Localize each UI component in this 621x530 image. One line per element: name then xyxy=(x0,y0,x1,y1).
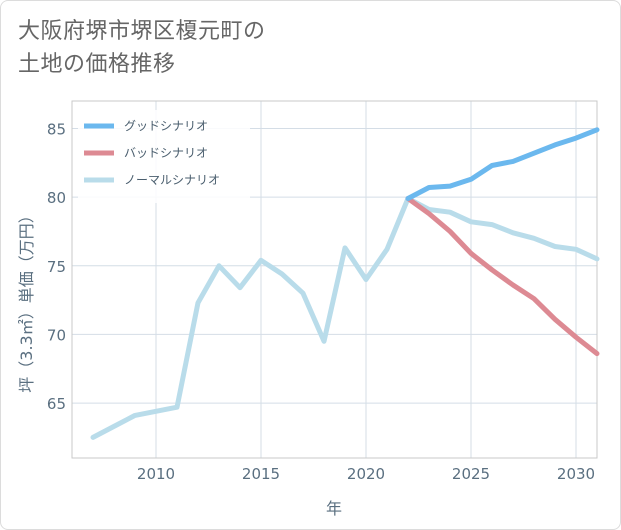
legend-label: バッドシナリオ xyxy=(124,146,208,160)
chart-title: 大阪府堺市堺区榎元町の 土地の価格推移 xyxy=(18,15,266,81)
series-lines xyxy=(90,127,600,440)
x-tick-label: 2015 xyxy=(242,465,280,483)
x-tick-label: 2020 xyxy=(347,465,385,483)
series-line-0 xyxy=(405,127,600,201)
plot-area-border xyxy=(71,100,598,459)
y-tick-label: 85 xyxy=(47,120,66,138)
x-axis-label: 年 xyxy=(326,499,342,518)
y-tick-label: 65 xyxy=(47,395,66,413)
series-line-1 xyxy=(405,196,600,357)
x-tick-label: 2010 xyxy=(137,465,175,483)
legend-label: ノーマルシナリオ xyxy=(124,173,220,187)
x-tick-label: 2030 xyxy=(557,465,595,483)
y-tick-label: 70 xyxy=(47,326,66,344)
y-axis-ticks: 65 70 75 80 85 xyxy=(47,120,66,413)
chart-title-line-1: 大阪府堺市堺区榎元町の xyxy=(18,19,266,44)
series-line-2 xyxy=(90,196,600,440)
legend-label: グッドシナリオ xyxy=(124,119,208,133)
y-tick-label: 75 xyxy=(47,258,66,276)
y-tick-label: 80 xyxy=(47,189,66,207)
y-axis-label: 坪（3.3㎡）単価（万円） xyxy=(17,207,36,392)
x-tick-label: 2025 xyxy=(452,465,490,483)
x-axis-ticks: 2010 2015 2020 2025 2030 xyxy=(137,465,595,483)
chart-title-line-2: 土地の価格推移 xyxy=(18,52,176,77)
